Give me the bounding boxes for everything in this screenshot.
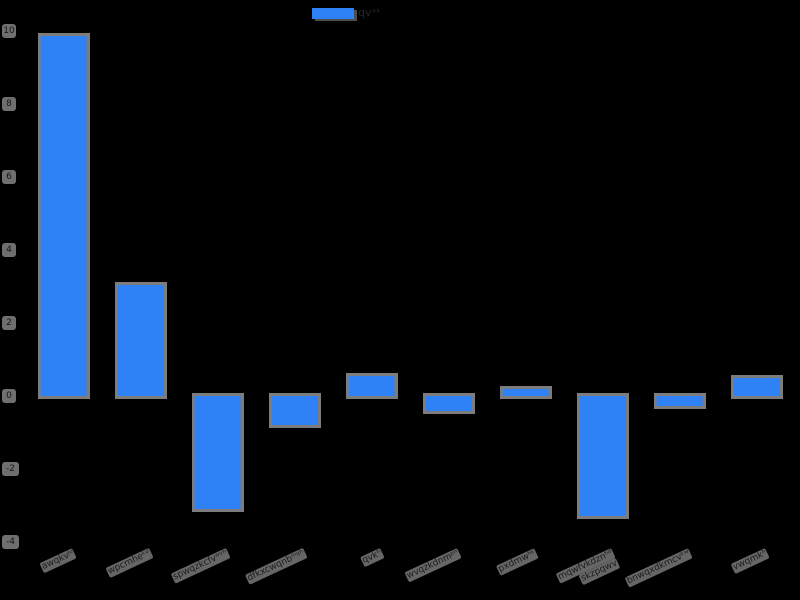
legend-swatch-icon	[312, 8, 354, 19]
y-tick-label-10: 10	[2, 24, 16, 38]
bar-7	[500, 385, 552, 399]
x-tick-label-5: qvkʰ	[360, 548, 385, 568]
x-tick-label-6: wvqzkdnmᵖʰ	[404, 548, 462, 583]
bar-8	[577, 393, 629, 520]
y-tick-label--4: -4	[2, 535, 19, 549]
bar-9	[654, 393, 706, 409]
bar-1	[38, 33, 90, 399]
x-tick-label-line: awqkvʲᵘ	[39, 548, 77, 574]
x-tick-label-2: wpcmheᵏᵈ	[105, 548, 154, 579]
x-tick-label-line: vwqmkʰ	[730, 548, 770, 575]
x-tick-label-4: dfkxcwqnbᵐᵍʰ	[245, 548, 308, 585]
x-tick-label-7: pxdmwʰᵏ	[495, 548, 539, 576]
x-tick-label-line: wvqzkdnmᵖʰ	[404, 548, 462, 583]
x-tick-label-line: spwqzkcfvʷᵛʰ	[170, 548, 231, 584]
x-tick-label-line: wpcmheᵏᵈ	[105, 548, 154, 579]
legend-label: qvˣᵏ	[358, 6, 382, 19]
bar-5	[346, 372, 398, 399]
x-tick-label-line: bnwqxdkmcvᵏʷ	[624, 548, 693, 588]
x-tick-label-line: dfkxcwqnbᵐᵍʰ	[245, 548, 308, 585]
x-tick-label-line: pxdmwʰᵏ	[495, 548, 539, 576]
x-tick-label-10: vwqmkʰ	[730, 548, 770, 575]
x-tick-label-1: awqkvʲᵘ	[39, 548, 77, 574]
bar-10	[731, 374, 783, 399]
x-tick-label-8: mqwfvkdznʰᵈ skzpqwv	[555, 548, 621, 594]
y-tick-label-4: 4	[2, 243, 16, 257]
y-tick-label--2: -2	[2, 462, 19, 476]
bar-2	[115, 281, 167, 399]
y-tick-label-8: 8	[2, 97, 16, 111]
y-tick-label-6: 6	[2, 170, 16, 184]
y-tick-label-2: 2	[2, 316, 16, 330]
x-tick-label-3: spwqzkcfvʷᵛʰ	[170, 548, 231, 584]
bar-3	[192, 393, 244, 513]
x-tick-label-line: qvkʰ	[360, 548, 385, 568]
bar-4	[269, 393, 321, 429]
x-tick-label-9: bnwqxdkmcvᵏʷ	[624, 548, 693, 588]
y-tick-label-0: 0	[2, 389, 16, 403]
bar-6	[423, 393, 475, 414]
